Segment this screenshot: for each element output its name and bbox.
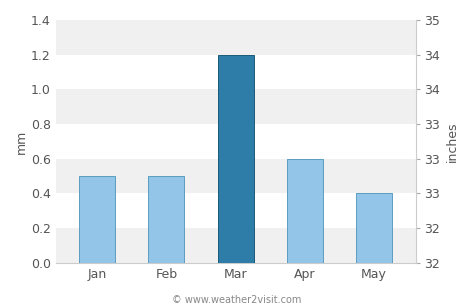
Bar	[55, 228, 416, 263]
Bar	[55, 193, 416, 228]
Bar	[79, 176, 115, 263]
Bar	[148, 176, 184, 263]
Bar	[356, 193, 392, 263]
Bar	[55, 124, 416, 159]
Bar	[55, 20, 416, 55]
Bar	[55, 159, 416, 193]
Text: © www.weather2visit.com: © www.weather2visit.com	[173, 295, 301, 305]
Bar	[218, 55, 254, 263]
Bar	[55, 89, 416, 124]
Y-axis label: mm: mm	[15, 129, 28, 153]
Bar	[55, 55, 416, 89]
Y-axis label: inches: inches	[446, 121, 459, 162]
Bar	[287, 159, 323, 263]
